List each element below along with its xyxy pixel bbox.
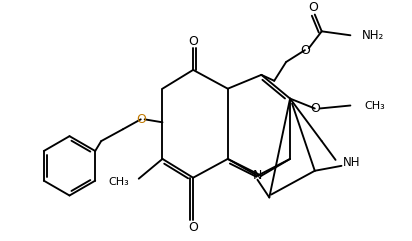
Text: NH₂: NH₂ xyxy=(362,29,384,42)
Text: O: O xyxy=(300,44,310,57)
Text: O: O xyxy=(188,221,198,234)
Text: CH₃: CH₃ xyxy=(364,100,385,111)
Text: O: O xyxy=(310,102,320,115)
Text: NH: NH xyxy=(342,156,360,169)
Text: O: O xyxy=(308,1,318,14)
Text: CH₃: CH₃ xyxy=(108,177,129,187)
Text: O: O xyxy=(188,35,198,48)
Text: O: O xyxy=(136,113,146,126)
Text: N: N xyxy=(253,169,262,182)
